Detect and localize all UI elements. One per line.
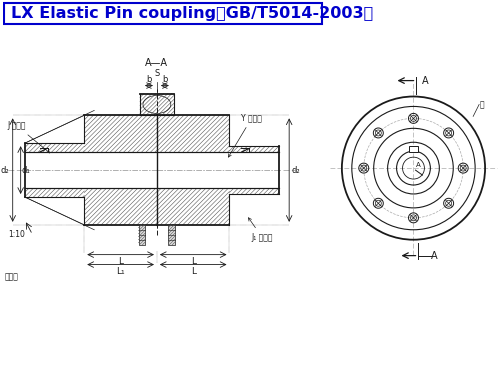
FancyBboxPatch shape — [4, 3, 322, 24]
Text: b: b — [146, 75, 151, 84]
Text: 型轴孔: 型轴孔 — [4, 273, 18, 282]
Text: Y 型轴孔: Y 型轴孔 — [228, 113, 262, 157]
Text: A: A — [432, 251, 438, 261]
Text: S: S — [154, 69, 160, 78]
Bar — [24, 152, 157, 188]
Bar — [157, 152, 279, 188]
Text: L: L — [190, 256, 196, 265]
Bar — [138, 225, 145, 245]
Bar — [168, 225, 175, 245]
Text: A—A: A—A — [146, 58, 169, 68]
Text: LX Elastic Pin coupling（GB/T5014-2003）: LX Elastic Pin coupling（GB/T5014-2003） — [10, 6, 373, 21]
Text: J₁ 型轴孔: J₁ 型轴孔 — [248, 218, 273, 242]
Text: J 型轴孔: J 型轴孔 — [8, 122, 50, 153]
Text: A: A — [422, 76, 428, 86]
Text: L: L — [118, 256, 123, 265]
Bar — [409, 146, 418, 152]
Text: d₂: d₂ — [291, 166, 300, 175]
Text: L: L — [190, 267, 196, 276]
Text: b: b — [162, 75, 168, 84]
Text: A: A — [416, 162, 421, 168]
Text: 标: 标 — [480, 100, 484, 109]
Text: L₁: L₁ — [116, 267, 125, 276]
Text: 1:10: 1:10 — [8, 230, 24, 239]
Text: d₂: d₂ — [0, 166, 8, 175]
Text: d₁: d₁ — [22, 166, 30, 175]
